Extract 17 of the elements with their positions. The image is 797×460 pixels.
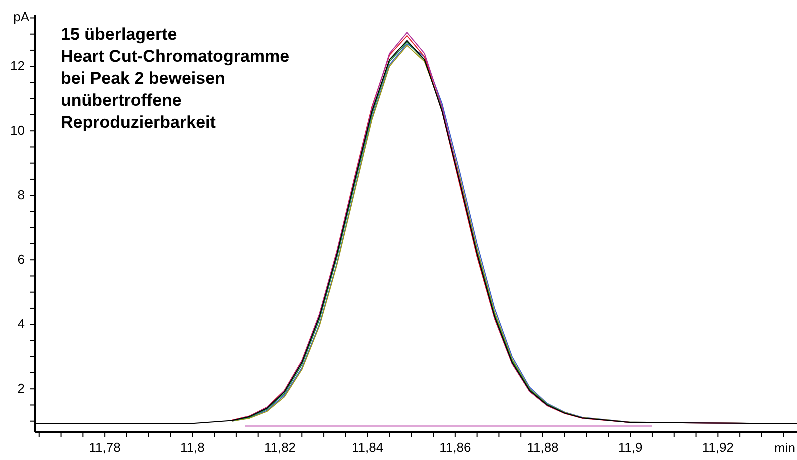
x-tick-label: 11,78 — [89, 440, 121, 455]
x-tick-label: 11,82 — [264, 440, 296, 455]
y-tick-label: 4 — [18, 316, 25, 332]
y-tick-label: 6 — [18, 252, 25, 268]
x-tick-label: 11,84 — [352, 440, 384, 455]
x-tick-label: 11,88 — [527, 440, 559, 455]
x-tick-label: 11,8 — [180, 440, 205, 455]
y-axis-title: pA — [14, 10, 30, 24]
y-tick-label: 12 — [10, 58, 25, 74]
text: 15 überlagerte Heart Cut-Chromatogramme bei Peak 2 beweisen unübertroffene Reproduzierbarkeit — [61, 25, 290, 132]
y-tick-label: 8 — [18, 188, 25, 203]
x-tick-label: 11,9 — [618, 440, 643, 455]
y-tick-label: 2 — [18, 381, 25, 396]
x-tick-label: 11,86 — [440, 440, 472, 455]
x-tick-label: 11,92 — [702, 440, 734, 455]
x-axis-title: min — [774, 440, 796, 456]
y-tick-label: 10 — [10, 123, 25, 138]
